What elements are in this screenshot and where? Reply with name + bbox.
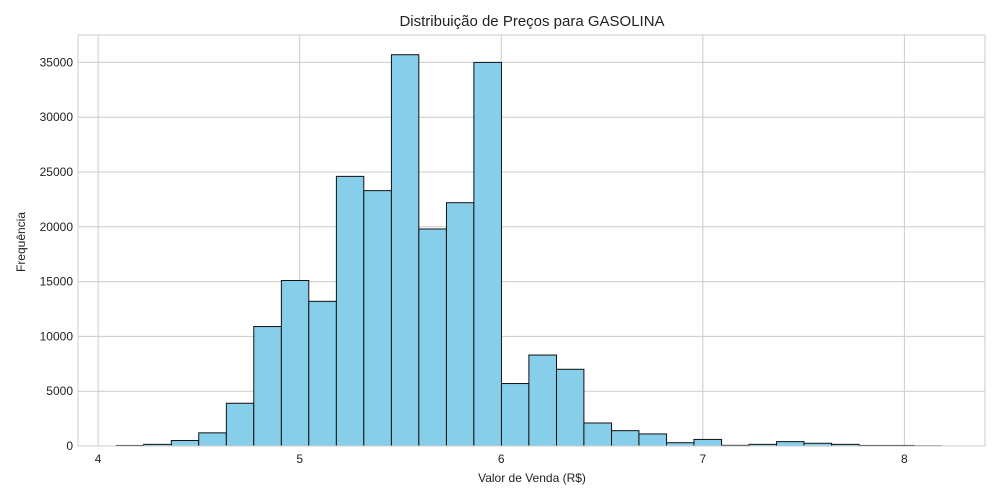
- x-tick-label: 5: [296, 452, 303, 466]
- histogram-bar: [611, 430, 640, 447]
- histogram-bar: [225, 402, 255, 447]
- histogram-bar: [363, 190, 392, 447]
- x-axis-label: Valor de Venda (R$): [478, 471, 586, 485]
- x-tick-label: 8: [901, 452, 908, 466]
- x-tick-labels: 4 5 6 7 8: [95, 452, 908, 466]
- histogram-bar: [198, 432, 227, 447]
- histogram-bar: [445, 202, 475, 447]
- histogram-bars: [115, 54, 943, 447]
- y-tick-label: 35000: [40, 55, 74, 69]
- x-tick-label: 4: [95, 452, 102, 466]
- histogram-bar: [418, 228, 447, 447]
- y-tick-label: 30000: [40, 110, 74, 124]
- histogram-bar: [308, 300, 337, 447]
- histogram-bar: [390, 54, 420, 447]
- histogram-bar: [583, 422, 613, 447]
- histogram-bar: [555, 368, 585, 447]
- histogram-bar: [776, 441, 805, 447]
- chart-title: Distribuição de Preços para GASOLINA: [399, 13, 664, 30]
- histogram-bar: [253, 326, 282, 447]
- y-tick-label: 25000: [40, 165, 74, 179]
- y-tick-label: 5000: [46, 384, 73, 398]
- y-tick-labels: 0 5000 10000 15000 20000 25000 30000 35000: [40, 55, 74, 453]
- histogram-bar: [528, 354, 557, 447]
- x-tick-label: 7: [699, 452, 706, 466]
- histogram-bar: [500, 383, 530, 447]
- plot-frame: [77, 34, 986, 447]
- y-tick-label: 10000: [40, 329, 74, 343]
- histogram-bar: [693, 438, 723, 447]
- histogram-bar: [638, 433, 668, 447]
- y-tick-label: 0: [66, 439, 73, 453]
- histogram-bar: [170, 440, 200, 447]
- histogram-bar: [335, 175, 365, 447]
- y-tick-label: 15000: [40, 275, 74, 289]
- y-tick-label: 20000: [40, 220, 74, 234]
- x-tick-label: 6: [498, 452, 505, 466]
- histogram-bar: [473, 61, 502, 447]
- histogram-bar: [280, 280, 310, 447]
- y-axis-label: Frequência: [14, 212, 28, 272]
